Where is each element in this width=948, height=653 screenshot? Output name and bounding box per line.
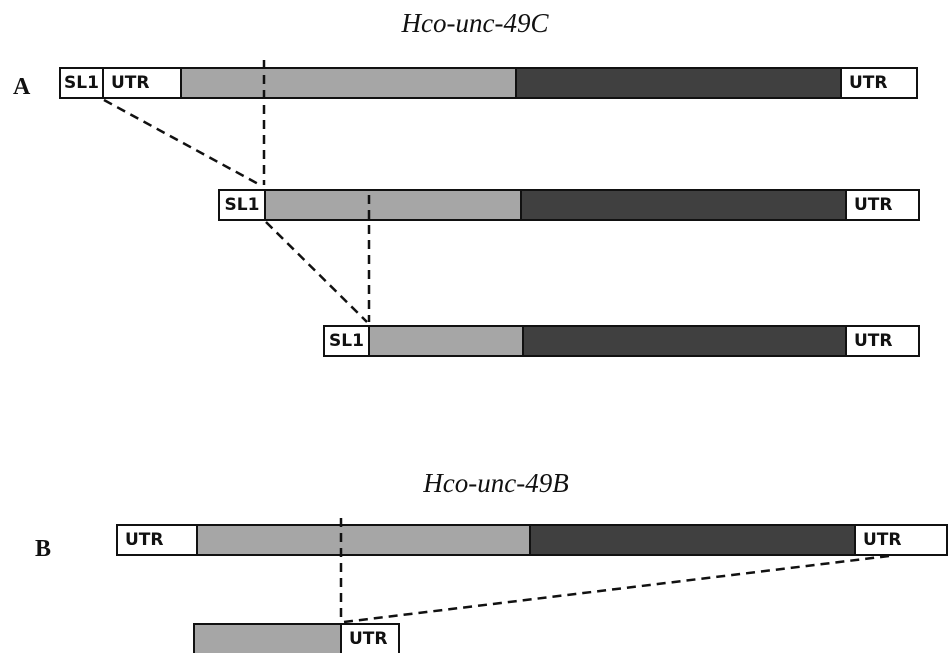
coding-region-dark xyxy=(529,524,856,556)
utr-box-5prime: UTR xyxy=(116,524,198,556)
transcript-a1: SL1 UTR UTR xyxy=(59,67,920,99)
splice-connector xyxy=(103,98,263,188)
utr-box-3prime: UTR xyxy=(854,524,948,556)
sl1-box: SL1 xyxy=(59,67,104,99)
transcript-a3: SL1 UTR xyxy=(323,325,920,357)
coding-region-light xyxy=(193,623,342,653)
coding-region-light xyxy=(196,524,531,556)
utr-box-5prime: UTR xyxy=(102,67,182,99)
utr-box-3prime: UTR xyxy=(845,325,920,357)
coding-region-dark xyxy=(520,189,847,221)
sl1-box: SL1 xyxy=(323,325,370,357)
coding-region-light xyxy=(264,189,522,221)
transcript-b2: UTR xyxy=(193,623,400,653)
utr-box-3prime: UTR xyxy=(845,189,920,221)
utr-box-3prime: UTR xyxy=(340,623,400,653)
panel-a-label: A xyxy=(13,74,31,100)
panel-a-title: Hco-unc-49C xyxy=(401,8,549,38)
sl1-box: SL1 xyxy=(218,189,266,221)
coding-region-dark xyxy=(522,325,847,357)
splice-connector xyxy=(265,221,368,323)
transcript-b1: UTR UTR xyxy=(116,524,948,556)
transcript-a2: SL1 UTR xyxy=(218,189,920,221)
splice-connector xyxy=(343,554,890,624)
coding-region-light xyxy=(180,67,517,99)
coding-region-light xyxy=(368,325,524,357)
panel-b-label: B xyxy=(35,536,52,562)
utr-box-3prime: UTR xyxy=(840,67,918,99)
panel-b-title: Hco-unc-49B xyxy=(423,468,569,498)
